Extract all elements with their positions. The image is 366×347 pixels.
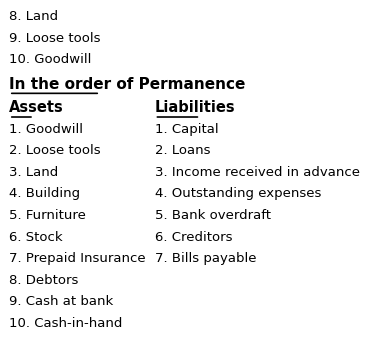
Text: 2. Loose tools: 2. Loose tools — [9, 144, 101, 158]
Text: Assets: Assets — [9, 100, 64, 115]
Text: 8. Debtors: 8. Debtors — [9, 273, 78, 287]
Text: 10. Goodwill: 10. Goodwill — [9, 53, 91, 66]
Text: 7. Prepaid Insurance: 7. Prepaid Insurance — [9, 252, 146, 265]
Text: 7. Bills payable: 7. Bills payable — [154, 252, 256, 265]
Text: 2. Loans: 2. Loans — [154, 144, 210, 158]
Text: 4. Outstanding expenses: 4. Outstanding expenses — [154, 187, 321, 201]
Text: 9. Loose tools: 9. Loose tools — [9, 32, 100, 45]
Text: 1. Goodwill: 1. Goodwill — [9, 123, 83, 136]
Text: 3. Income received in advance: 3. Income received in advance — [154, 166, 359, 179]
Text: 9. Cash at bank: 9. Cash at bank — [9, 295, 113, 308]
Text: 5. Furniture: 5. Furniture — [9, 209, 86, 222]
Text: 6. Creditors: 6. Creditors — [154, 230, 232, 244]
Text: 3. Land: 3. Land — [9, 166, 58, 179]
Text: In the order of Permanence: In the order of Permanence — [9, 77, 245, 92]
Text: 4. Building: 4. Building — [9, 187, 80, 201]
Text: 6. Stock: 6. Stock — [9, 230, 63, 244]
Text: 8. Land: 8. Land — [9, 10, 58, 23]
Text: 10. Cash-in-hand: 10. Cash-in-hand — [9, 316, 122, 330]
Text: Liabilities: Liabilities — [154, 100, 235, 115]
Text: 1. Capital: 1. Capital — [154, 123, 218, 136]
Text: 5. Bank overdraft: 5. Bank overdraft — [154, 209, 270, 222]
